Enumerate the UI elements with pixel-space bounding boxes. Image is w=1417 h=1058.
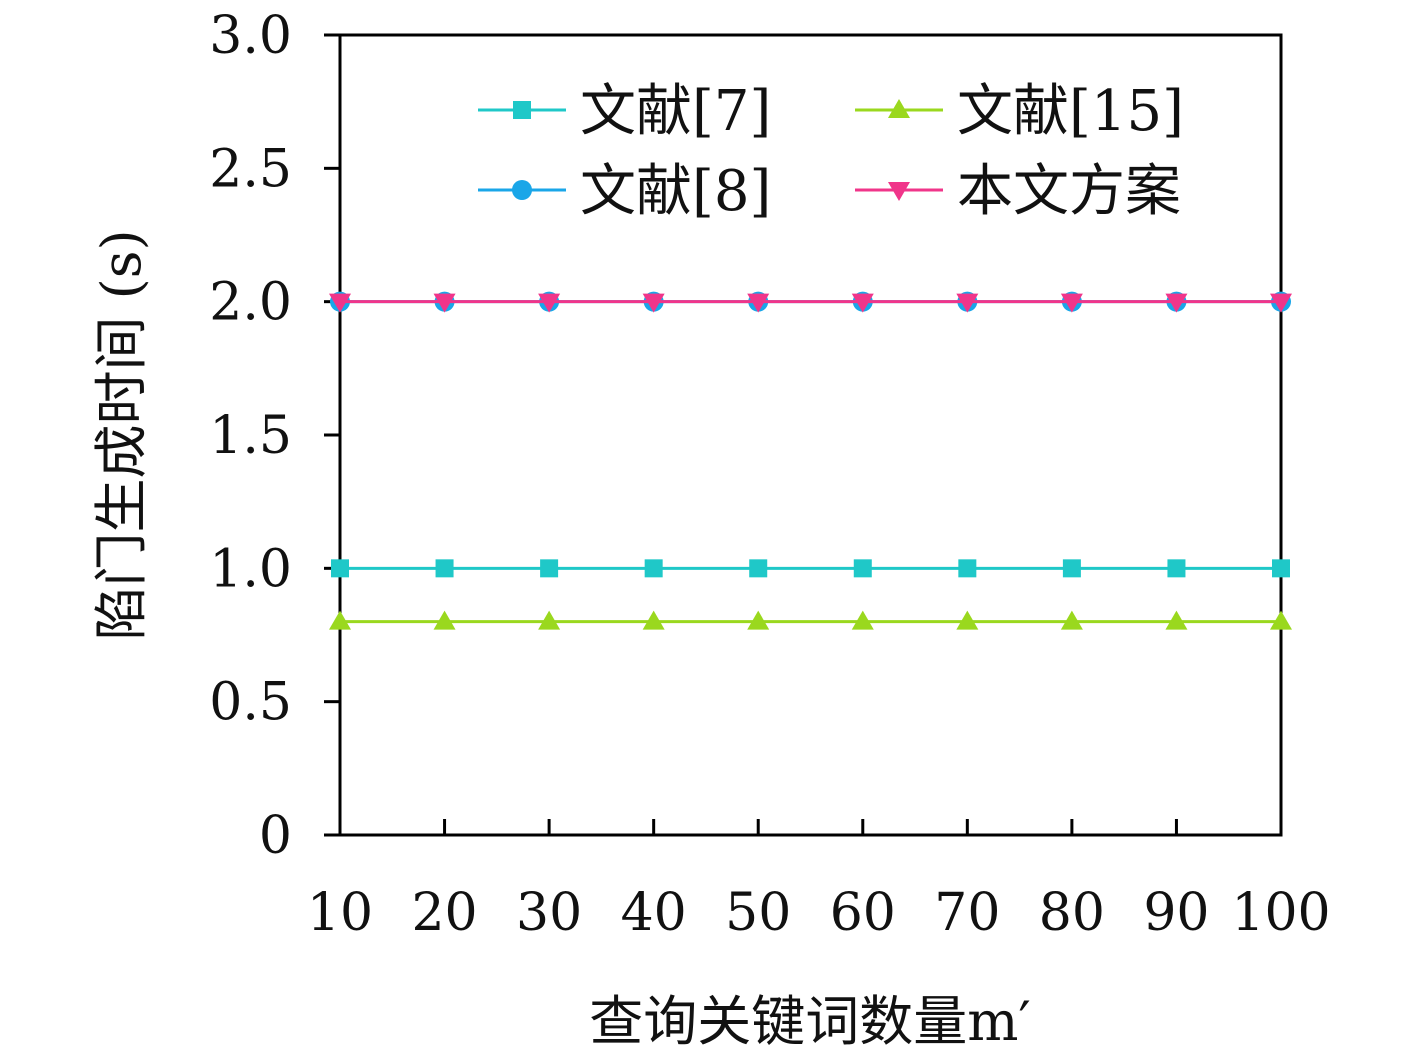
data-point <box>642 610 665 630</box>
legend-item-3: 本文方案 <box>855 159 1181 224</box>
legend-swatch-marker <box>513 101 531 119</box>
series-0 <box>331 559 1290 578</box>
data-point <box>851 293 874 313</box>
y-tick-label: 3.0 <box>209 6 292 66</box>
data-point <box>433 293 456 313</box>
data-point <box>1062 559 1081 578</box>
data-point <box>747 293 770 313</box>
legend-item-1: 文献[8] <box>478 159 771 224</box>
data-point <box>956 610 979 630</box>
data-point <box>538 610 561 630</box>
legend-item-2: 文献[15] <box>855 79 1184 144</box>
data-point <box>958 559 977 578</box>
legend-label: 本文方案 <box>957 159 1181 224</box>
data-point <box>435 559 454 578</box>
y-tick-label: 1.5 <box>209 406 292 466</box>
data-point <box>1060 293 1083 313</box>
plot-frame <box>338 33 1283 837</box>
data-point <box>642 293 665 313</box>
x-axis-title: 查询关键词数量m′ <box>589 990 1030 1053</box>
data-point <box>331 559 349 578</box>
legend-swatch-marker <box>888 182 910 201</box>
x-tick-label: 50 <box>725 883 791 943</box>
legend-label: 文献[15] <box>957 79 1184 144</box>
data-point <box>538 293 561 313</box>
series-2 <box>329 610 1292 630</box>
legend-label: 文献[8] <box>580 159 771 224</box>
y-tick-label: 2.0 <box>209 273 292 333</box>
data-point <box>1165 293 1188 313</box>
data-point <box>644 559 663 578</box>
data-point <box>1270 610 1292 630</box>
data-point <box>853 559 872 578</box>
y-axis-title: 陷门生成时间 (s) <box>90 229 153 640</box>
x-tick-label: 80 <box>1039 883 1105 943</box>
legend-item-0: 文献[7] <box>478 79 771 144</box>
data-point <box>956 293 979 313</box>
x-tick-label: 40 <box>621 883 687 943</box>
y-tick-label: 0.5 <box>209 673 292 733</box>
data-point <box>540 559 559 578</box>
plot-area: 0 0.5 1.0 1.5 2.0 2.5 3.0 10 20 30 40 50 60 70 80 90 100 <box>209 6 1330 943</box>
legend-swatch-marker <box>888 99 910 118</box>
x-tick-label: 60 <box>830 883 896 943</box>
y-tick-label: 1.0 <box>209 539 292 599</box>
data-point <box>1272 559 1290 578</box>
legend-label: 文献[7] <box>580 79 771 144</box>
x-tick-label: 70 <box>934 883 1000 943</box>
legend: 文献[7] 文献[8] 文献[15] 本文方案 <box>478 79 1184 224</box>
data-point <box>433 610 456 630</box>
x-tick-label: 100 <box>1231 883 1330 943</box>
x-tick-label: 20 <box>411 883 477 943</box>
data-point <box>1060 610 1083 630</box>
x-tick-label: 30 <box>516 883 582 943</box>
data-point <box>329 610 351 630</box>
x-tick-label: 90 <box>1143 883 1209 943</box>
x-tick-label: 10 <box>307 883 373 943</box>
data-point <box>1270 293 1292 313</box>
legend-swatch-marker <box>512 180 532 200</box>
data-point <box>1165 610 1188 630</box>
data-point <box>1167 559 1186 578</box>
data-point <box>329 293 351 313</box>
y-tick-label: 2.5 <box>209 139 292 199</box>
data-point <box>851 610 874 630</box>
y-tick-label: 0 <box>259 806 292 866</box>
data-point <box>747 610 770 630</box>
series-3 <box>329 293 1292 313</box>
data-point <box>749 559 768 578</box>
